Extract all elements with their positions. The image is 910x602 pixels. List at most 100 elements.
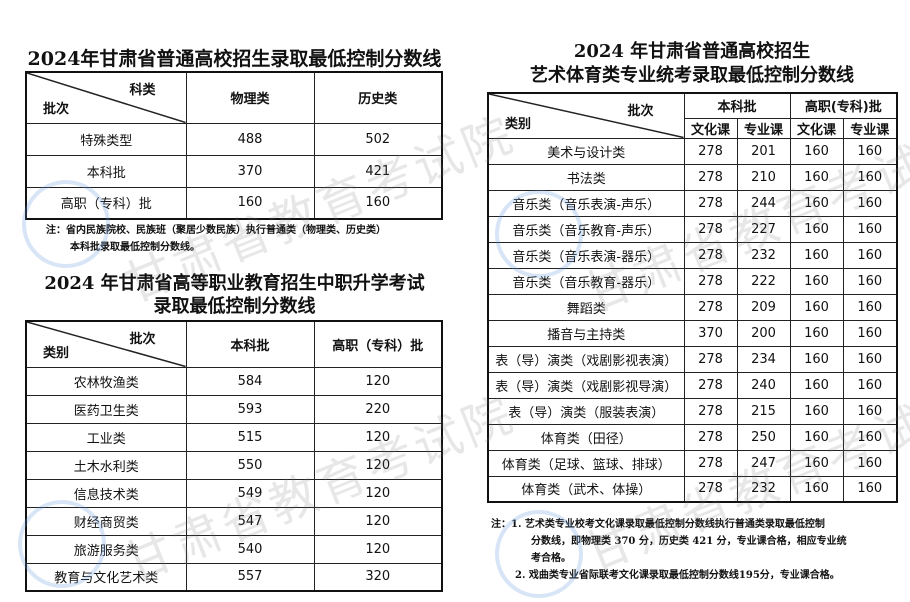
table2-title: 2024 年甘肃省高等职业教育招生中职升学考试 录取最低控制分数线 <box>22 272 447 318</box>
table-row: 体育类（足球、篮球、排球） 278 247 160 160 <box>487 449 898 477</box>
cell-value: 160 <box>842 293 898 321</box>
cell-value: 234 <box>736 345 791 373</box>
corner-top-label: 批次 <box>129 332 156 347</box>
cell-value: 209 <box>736 293 791 321</box>
cell-value: 278 <box>683 267 738 295</box>
column-header: 物理类 <box>185 71 315 124</box>
cell-value: 160 <box>789 475 844 503</box>
cell-value: 120 <box>313 534 443 564</box>
cell-value: 320 <box>313 562 443 592</box>
table-row: 音乐类（音乐表演-器乐） 278 232 160 160 <box>487 241 898 269</box>
note-line: 2. 戏曲类专业省际联考文化课录取最低控制分数线195分，专业课合格。 <box>515 570 840 581</box>
row-label: 表（导）演类（服装表演） <box>487 397 685 425</box>
cell-value: 549 <box>185 478 315 508</box>
title-line: 艺术体育类专业统考录取最低控制分数线 <box>530 65 854 86</box>
table-row: 旅游服务类 540 120 <box>25 534 443 564</box>
column-header: 本科批 <box>185 320 315 368</box>
table-row: 表（导）演类（服装表演） 278 215 160 160 <box>487 397 898 425</box>
table-row: 工业类 515 120 <box>25 422 443 452</box>
cell-value: 160 <box>842 319 898 347</box>
cell-value: 160 <box>789 137 844 165</box>
corner-top-label: 科类 <box>129 83 156 98</box>
cell-value: 244 <box>736 189 791 217</box>
table-row: 信息技术类 549 120 <box>25 478 443 508</box>
cell-value: 250 <box>736 423 791 451</box>
cell-value: 120 <box>313 422 443 452</box>
cell-value: 160 <box>789 397 844 425</box>
cell-value: 227 <box>736 215 791 243</box>
table-row: 高职（专科）批 160 160 <box>25 186 443 220</box>
note-line: 注：1. 艺术类专业校考文化课录取最低控制分数线执行普通类录取最低控制 <box>491 519 825 530</box>
cell-value: 547 <box>185 506 315 536</box>
cell-value: 220 <box>313 394 443 424</box>
cell-value: 278 <box>683 163 738 191</box>
table3: 批次 类别 本科批 高职(专科)批 文化课 专业课 文化课 专业课 美术与设计类… <box>487 92 899 503</box>
cell-value: 278 <box>683 137 738 165</box>
row-label: 美术与设计类 <box>487 137 685 165</box>
group-header: 高职(专科)批 <box>789 92 898 119</box>
corner-bottom-label: 类别 <box>505 116 532 132</box>
row-label: 旅游服务类 <box>25 534 187 564</box>
table1-title: 2024年甘肃省普通高校招生录取最低控制分数线 <box>27 48 442 70</box>
table2-corner: 批次 类别 <box>25 320 187 368</box>
table-row: 美术与设计类 278 201 160 160 <box>487 137 898 165</box>
row-label: 信息技术类 <box>25 478 187 508</box>
cell-value: 278 <box>683 423 738 451</box>
cell-value: 160 <box>842 241 898 269</box>
table1-header: 科类 批次 物理类 历史类 <box>25 71 443 124</box>
cell-value: 160 <box>842 475 898 503</box>
table-row: 财经商贸类 547 120 <box>25 506 443 536</box>
table-row: 体育类（武术、体操） 278 232 160 160 <box>487 475 898 503</box>
cell-value: 540 <box>185 534 315 564</box>
cell-value: 160 <box>842 345 898 373</box>
row-label: 播音与主持类 <box>487 319 685 347</box>
row-label: 高职（专科）批 <box>25 186 187 220</box>
cell-value: 160 <box>842 371 898 399</box>
table-row: 医药卫生类 593 220 <box>25 394 443 424</box>
cell-value: 584 <box>185 366 315 396</box>
cell-value: 160 <box>842 267 898 295</box>
corner-top-label: 批次 <box>627 104 654 119</box>
table-row: 音乐类（音乐教育-器乐） 278 222 160 160 <box>487 267 898 295</box>
row-label: 工业类 <box>25 422 187 452</box>
table2: 批次 类别 本科批 高职（专科）批 农林牧渔类 584 120 医药卫生类 593 220… <box>25 320 443 592</box>
table1-note: 注：省内民族院校、民族班（聚居少数民族）执行普通类（物理类、历史类） 本科批录取… <box>46 222 386 256</box>
note-line: 考合格。 <box>531 553 571 564</box>
row-label: 土木水利类 <box>25 450 187 480</box>
table-row: 书法类 278 210 160 160 <box>487 163 898 191</box>
row-label: 医药卫生类 <box>25 394 187 424</box>
cell-value: 215 <box>736 397 791 425</box>
table3-corner: 批次 类别 <box>487 92 685 139</box>
cell-value: 160 <box>789 293 844 321</box>
cell-value: 222 <box>736 267 791 295</box>
table3-header-groups: 批次 类别 本科批 高职(专科)批 <box>487 92 898 139</box>
column-header: 历史类 <box>313 71 443 124</box>
note-line: 注：省内民族院校、民族班（聚居少数民族）执行普通类（物理类、历史类） <box>46 225 386 236</box>
cell-value: 247 <box>736 449 791 477</box>
row-label: 农林牧渔类 <box>25 366 187 396</box>
table-row: 体育类（田径） 278 250 160 160 <box>487 423 898 451</box>
cell-value: 160 <box>842 423 898 451</box>
table3-title: 2024 年甘肃省普通高校招生 艺术体育类专业统考录取最低控制分数线 <box>487 40 897 88</box>
cell-value: 160 <box>789 345 844 373</box>
cell-value: 160 <box>789 189 844 217</box>
subcolumn-header: 文化课 <box>683 117 738 139</box>
corner-bottom-label: 类别 <box>43 345 70 361</box>
title-line: 2024 年甘肃省高等职业教育招生中职升学考试 <box>44 273 425 294</box>
cell-value: 210 <box>736 163 791 191</box>
cell-value: 278 <box>683 215 738 243</box>
cell-value: 160 <box>842 163 898 191</box>
cell-value: 120 <box>313 506 443 536</box>
cell-value: 240 <box>736 371 791 399</box>
title-line: 2024 年甘肃省普通高校招生 <box>573 41 811 62</box>
cell-value: 120 <box>313 450 443 480</box>
cell-value: 278 <box>683 293 738 321</box>
cell-value: 160 <box>842 397 898 425</box>
note-line: 分数线，即物理类 370 分，历史类 421 分，专业课合格，相应专业统 <box>531 536 847 547</box>
cell-value: 160 <box>789 449 844 477</box>
table-row: 播音与主持类 370 200 160 160 <box>487 319 898 347</box>
table1: 科类 批次 物理类 历史类 特殊类型 488 502 本科批 370 421 高职（专科）批… <box>25 71 443 220</box>
cell-value: 232 <box>736 475 791 503</box>
note-line: 本科批录取最低控制分数线。 <box>70 242 200 253</box>
cell-value: 160 <box>789 163 844 191</box>
